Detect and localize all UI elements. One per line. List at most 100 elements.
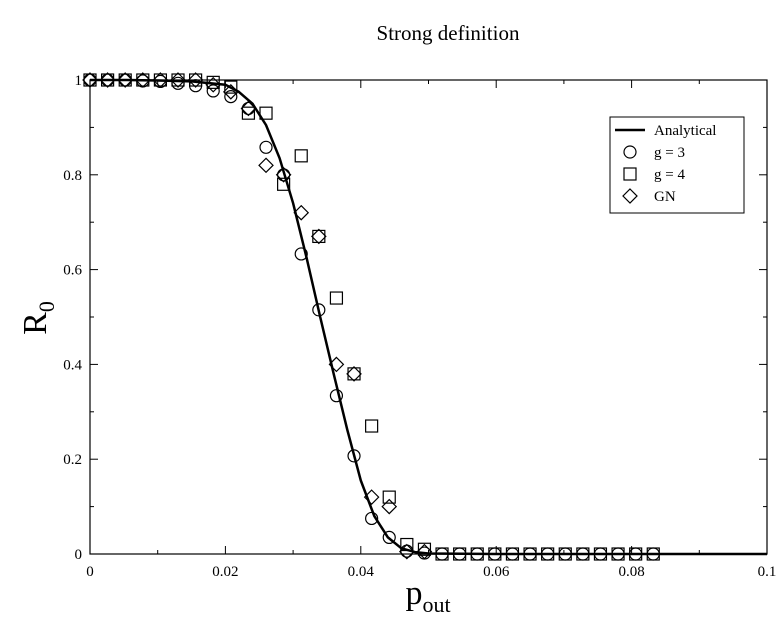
y-tick-label: 0.6: [63, 263, 82, 279]
circle-point: [294, 247, 308, 261]
x-axis: 0 0.02 0.04 0.06 0.08 0.1: [86, 80, 776, 580]
series-1: [83, 73, 660, 561]
analytical-line: [90, 78, 767, 556]
circle-point: [259, 140, 273, 154]
legend-label: g = 3: [654, 145, 685, 161]
diamond-point: [328, 356, 345, 373]
y-tick-label: 0.2: [63, 452, 82, 468]
x-tick-label: 0.08: [618, 564, 644, 580]
square-point: [224, 80, 238, 94]
diamond-point: [82, 72, 98, 88]
legend-label: Analytical: [654, 123, 716, 139]
series-0: [90, 78, 767, 556]
diamond-point: [346, 366, 362, 382]
series-layer: [82, 72, 767, 561]
square-point: [259, 106, 273, 120]
square-point: [629, 547, 643, 561]
legend-label: g = 4: [654, 167, 685, 183]
y-tick-label: 0: [75, 547, 83, 563]
square-point: [453, 547, 467, 561]
circle-point: [365, 511, 379, 526]
square-point: [294, 149, 308, 163]
diamond-point: [222, 84, 239, 100]
diamond-point: [310, 228, 327, 245]
square-point: [365, 419, 379, 433]
circle-point: [241, 101, 256, 116]
diamond-point: [275, 166, 292, 183]
square-point: [136, 73, 150, 87]
legend-label: GN: [654, 189, 676, 205]
x-axis-label-main: p: [405, 575, 422, 612]
diamond-point: [293, 204, 310, 221]
square-point: [558, 547, 572, 561]
diamond-point: [99, 72, 116, 88]
x-tick-label: 0.06: [483, 564, 510, 580]
x-tick-label: 0.02: [212, 564, 238, 580]
series-2: [83, 73, 660, 561]
x-axis-label: pout: [405, 575, 450, 617]
square-point: [277, 177, 291, 191]
square-point: [541, 547, 555, 561]
diamond-point: [381, 498, 398, 515]
legend: Analytical g = 3 g = 4 GN: [609, 116, 745, 214]
y-axis-label-main: R: [17, 312, 54, 335]
circle-point: [382, 530, 396, 545]
legend-circle-swatch: [623, 145, 637, 159]
square-point: [593, 547, 608, 561]
square-point: [189, 73, 203, 87]
square-point: [523, 547, 537, 561]
x-tick-label: 0: [86, 564, 94, 580]
legend-square-swatch: [623, 167, 637, 181]
square-point: [646, 547, 660, 561]
chart-title: Strong definition: [377, 21, 520, 45]
circle-point: [329, 389, 344, 403]
diamond-point: [205, 76, 222, 93]
square-point: [312, 229, 326, 244]
y-tick-label: 1: [75, 73, 83, 89]
y-tick-label: 0.8: [63, 168, 82, 184]
square-point: [417, 542, 432, 556]
y-axis-label: R0: [17, 301, 59, 335]
square-point: [171, 73, 185, 87]
diamond-point: [416, 543, 433, 560]
diamond-point: [170, 72, 186, 88]
circle-point: [277, 168, 291, 182]
square-point: [83, 73, 97, 87]
square-point: [347, 367, 361, 381]
square-point: [118, 73, 132, 87]
diamond-point: [117, 72, 134, 88]
legend-box: [609, 116, 745, 214]
y-axis: 0 0.2 0.4 0.6 0.8 1: [63, 73, 767, 563]
x-tick-label: 0.04: [348, 564, 375, 580]
circle-point: [224, 89, 238, 104]
square-point: [206, 75, 220, 89]
square-point: [488, 547, 502, 561]
y-tick-label: 0.4: [63, 357, 82, 373]
square-point: [241, 106, 256, 120]
square-point: [435, 547, 449, 561]
square-point: [329, 291, 344, 305]
square-point: [505, 547, 520, 561]
square-point: [153, 73, 168, 87]
circle-point: [347, 449, 361, 463]
x-tick-label: 0.1: [758, 564, 777, 580]
diamond-point: [134, 72, 151, 88]
square-point: [611, 547, 625, 561]
diamond-point: [363, 489, 380, 505]
square-point: [101, 73, 115, 87]
circle-point: [206, 84, 220, 98]
square-point: [400, 537, 414, 552]
y-axis-label-sub: 0: [34, 301, 59, 312]
diamond-point: [152, 72, 169, 88]
diamond-point: [398, 543, 415, 560]
diamond-point: [258, 157, 274, 174]
diamond-point: [187, 72, 204, 88]
circle-point: [312, 303, 326, 317]
square-point: [576, 547, 590, 561]
legend-diamond-swatch: [622, 188, 638, 204]
x-axis-label-sub: out: [422, 592, 450, 617]
series-3: [82, 72, 433, 560]
diamond-point: [240, 100, 257, 117]
square-point: [382, 490, 396, 504]
